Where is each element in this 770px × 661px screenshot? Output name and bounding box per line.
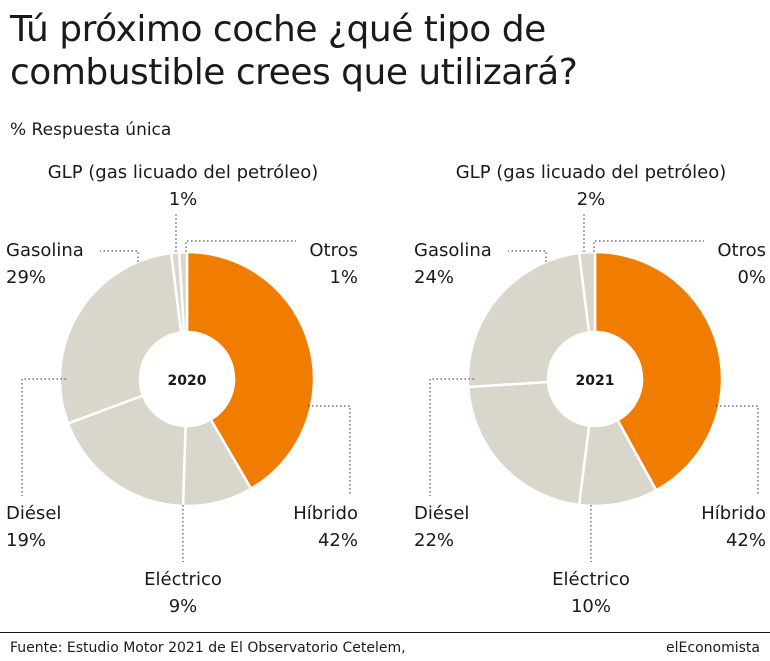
leader-line-gasolina	[100, 250, 139, 262]
label-glp: GLP (gas licuado del petróleo)	[48, 162, 319, 183]
value-diésel: 19%	[6, 530, 46, 551]
label-diésel: Diésel	[414, 503, 469, 524]
slice-híbrido	[593, 250, 724, 492]
label-otros: Otros	[309, 240, 358, 261]
label-diésel: Diésel	[6, 503, 61, 524]
value-gasolina: 24%	[414, 267, 454, 288]
label-híbrido: Híbrido	[701, 503, 766, 524]
brand-logo: elEconomista	[666, 640, 760, 656]
chart-subtitle: % Respuesta única	[10, 120, 172, 140]
leader-line-otros	[185, 240, 296, 252]
leader-line-diésel	[429, 378, 474, 496]
value-otros: 0%	[737, 267, 766, 288]
label-gasolina: Gasolina	[6, 240, 84, 261]
leader-line-gasolina	[508, 250, 547, 262]
donut-chart-2020: 2020 Híbrido 42% Eléctrico 9% Diésel 19% Gasoli…	[6, 162, 358, 617]
slice-otros	[177, 250, 189, 334]
slice-glp	[577, 250, 597, 334]
footer-divider	[0, 632, 770, 633]
slice-gasolina	[466, 251, 591, 389]
donut-charts: 2020 Híbrido 42% Eléctrico 9% Diésel 19% Gasoli…	[6, 162, 766, 617]
label-eléctrico: Eléctrico	[144, 569, 222, 590]
chart-title: Tú próximo coche ¿qué tipo de combustibl…	[10, 9, 578, 93]
value-glp: 1%	[169, 189, 198, 210]
label-híbrido: Híbrido	[293, 503, 358, 524]
donut-chart-2021: 2021 Híbrido 42% Eléctrico 10% Diésel 22% Gasol…	[414, 162, 766, 617]
center-year-label: 2021	[576, 373, 615, 389]
center-year-label: 2020	[168, 373, 207, 389]
value-híbrido: 42%	[726, 530, 766, 551]
value-híbrido: 42%	[318, 530, 358, 551]
leader-line-híbrido	[308, 405, 351, 496]
value-eléctrico: 9%	[169, 596, 198, 617]
label-gasolina: Gasolina	[414, 240, 492, 261]
leader-line-híbrido	[716, 405, 759, 496]
value-eléctrico: 10%	[571, 596, 611, 617]
value-glp: 2%	[577, 189, 606, 210]
value-otros: 1%	[329, 267, 358, 288]
slice-diésel	[66, 393, 187, 508]
label-otros: Otros	[717, 240, 766, 261]
leader-line-otros	[593, 240, 704, 252]
source-note: Fuente: Estudio Motor 2021 de El Observa…	[10, 640, 406, 656]
label-glp: GLP (gas licuado del petróleo)	[456, 162, 727, 183]
leader-line-diésel	[21, 378, 66, 496]
label-eléctrico: Eléctrico	[552, 569, 630, 590]
value-gasolina: 29%	[6, 267, 46, 288]
slice-híbrido	[185, 250, 316, 491]
slice-diésel	[466, 380, 591, 507]
value-diésel: 22%	[414, 530, 454, 551]
slice-gasolina	[58, 251, 183, 426]
